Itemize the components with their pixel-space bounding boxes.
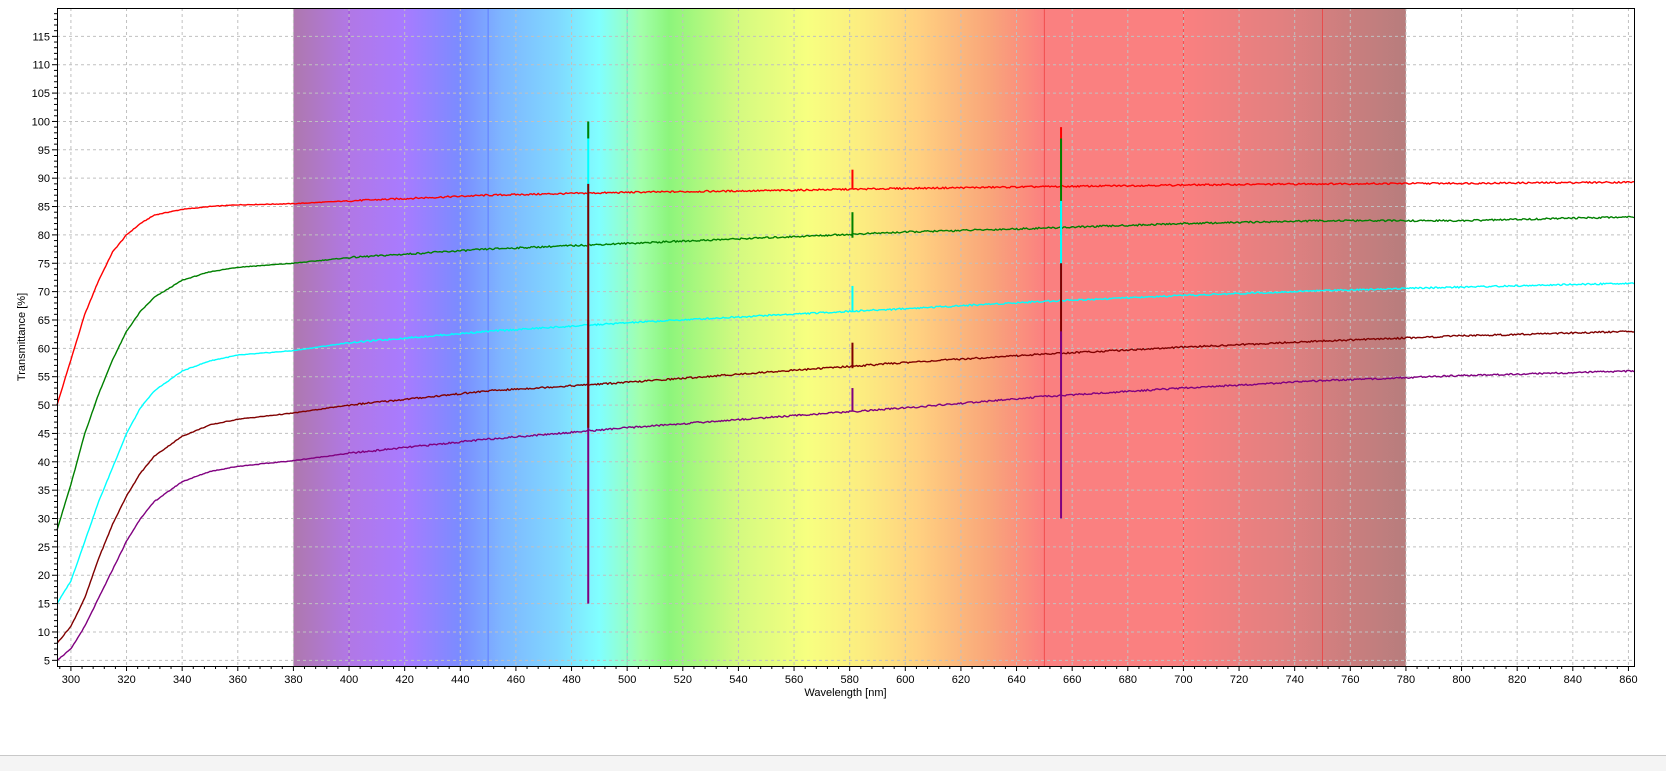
x-tick-label: 840 [1564, 674, 1582, 686]
x-tick-label: 400 [340, 674, 358, 686]
x-axis-label: Wavelength [nm] [804, 687, 886, 699]
y-tick-label: 75 [38, 258, 50, 270]
y-tick-label: 80 [38, 230, 50, 242]
x-tick-label: 480 [562, 674, 580, 686]
data-series-line [56, 369, 1635, 662]
chart-canvas: 300 320 340 360 380 400 420 440 460 480 500 520 540 5… [16, 8, 1638, 699]
y-tick-label: 40 [38, 457, 50, 469]
x-tick-label: 440 [451, 674, 469, 686]
x-tick-label: 800 [1452, 674, 1470, 686]
y-tick-label: 115 [32, 31, 50, 43]
grid-lines [57, 8, 1634, 666]
x-tick-label: 360 [229, 674, 247, 686]
x-axis-ticks: 300 320 340 360 380 400 420 440 460 480 500 520 540 5… [59, 666, 1638, 686]
x-tick-label: 560 [785, 674, 803, 686]
y-tick-label: 20 [38, 570, 50, 582]
x-tick-label: 320 [117, 674, 135, 686]
x-tick-label: 420 [395, 674, 413, 686]
y-tick-label: 65 [38, 315, 50, 327]
y-axis-ticks: 5 10 15 20 25 30 35 40 45 50 55 60 65 70 75 80 85 90 95 100… [32, 13, 57, 667]
y-axis-label: Transmittance [%] [16, 293, 28, 381]
x-tick-label: 540 [729, 674, 747, 686]
y-tick-label: 30 [38, 514, 50, 526]
y-tick-label: 50 [38, 400, 50, 412]
y-tick-label: 105 [32, 88, 50, 100]
y-tick-label: 5 [44, 655, 50, 667]
x-tick-label: 640 [1007, 674, 1025, 686]
y-tick-label: 60 [38, 343, 50, 355]
y-tick-label: 95 [38, 145, 50, 157]
plot-border [57, 8, 1635, 667]
x-tick-label: 820 [1508, 674, 1526, 686]
data-series-line [56, 330, 1635, 644]
y-tick-label: 110 [32, 60, 50, 72]
data-series-line [56, 180, 1635, 406]
x-tick-label: 620 [952, 674, 970, 686]
x-tick-label: 760 [1341, 674, 1359, 686]
y-tick-label: 90 [38, 173, 50, 185]
x-tick-label: 500 [618, 674, 636, 686]
x-tick-label: 520 [674, 674, 692, 686]
y-tick-label: 85 [38, 202, 50, 214]
x-tick-label: 860 [1619, 674, 1637, 686]
data-series-line [56, 215, 1635, 531]
y-tick-label: 15 [38, 599, 50, 611]
x-tick-label: 380 [284, 674, 302, 686]
x-tick-label: 740 [1286, 674, 1304, 686]
x-tick-label: 300 [62, 674, 80, 686]
y-tick-label: 45 [38, 428, 50, 440]
x-tick-label: 580 [840, 674, 858, 686]
x-tick-label: 660 [1063, 674, 1081, 686]
x-tick-label: 780 [1397, 674, 1415, 686]
series-lines [56, 180, 1635, 662]
y-tick-label: 70 [38, 287, 50, 299]
emission-spikes [587, 121, 1063, 604]
x-tick-label: 700 [1174, 674, 1192, 686]
y-tick-label: 25 [38, 542, 50, 554]
x-tick-label: 460 [507, 674, 525, 686]
y-tick-label: 35 [38, 485, 50, 497]
x-tick-label: 720 [1230, 674, 1248, 686]
x-tick-label: 600 [896, 674, 914, 686]
y-tick-label: 100 [32, 116, 50, 128]
y-tick-label: 55 [38, 372, 50, 384]
data-series-line [56, 282, 1635, 605]
x-tick-label: 680 [1119, 674, 1137, 686]
window-bottom-edge [0, 755, 1666, 771]
y-tick-label: 10 [38, 627, 50, 639]
x-tick-label: 340 [173, 674, 191, 686]
